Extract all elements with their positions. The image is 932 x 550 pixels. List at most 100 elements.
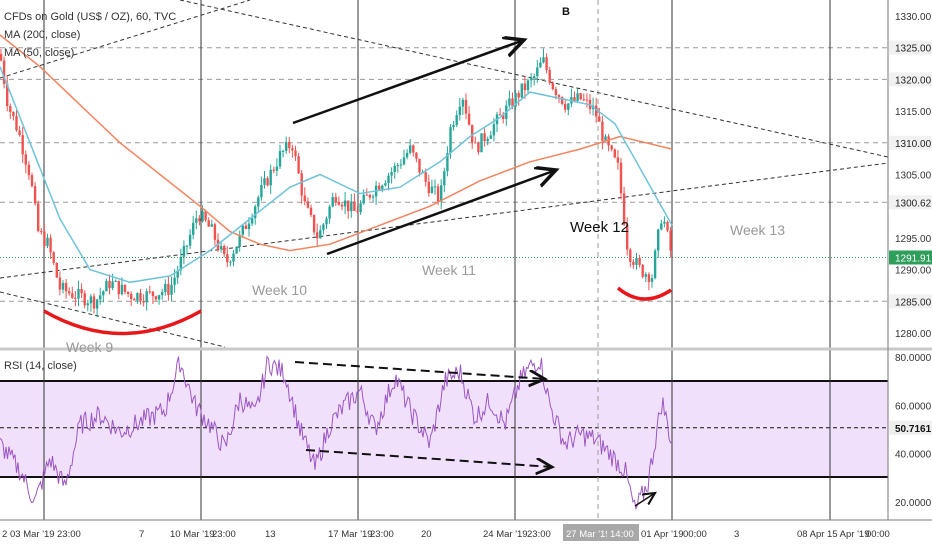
candle-body (198, 218, 201, 222)
candle-body (343, 200, 347, 207)
candle-body (151, 291, 155, 297)
candle-body (247, 223, 251, 230)
candle-body (393, 165, 396, 173)
candle-body (604, 136, 607, 141)
price-level-badge (889, 72, 932, 87)
candle-body (536, 67, 539, 77)
candle-body (371, 196, 375, 198)
candle-body (77, 288, 80, 299)
candle-body (226, 254, 229, 263)
candle-body (430, 186, 434, 194)
candle-body (567, 103, 570, 110)
candle-body (653, 250, 657, 279)
ma50-legend[interactable]: MA (50, close) (4, 47, 74, 59)
candle-body (508, 98, 511, 106)
candle-body (254, 206, 257, 219)
candle-body (399, 164, 403, 166)
rsi-band (0, 381, 888, 477)
time-label: 23:00 (57, 529, 81, 540)
candle-body (601, 121, 604, 141)
rsi-value-badge (889, 420, 932, 435)
candle-body (316, 232, 319, 239)
candle-body (347, 200, 350, 212)
price-tick-label: 1285.00 (895, 297, 932, 308)
candle-body (108, 280, 111, 289)
week10-label: Week 10 (252, 282, 307, 298)
candle-body (607, 136, 610, 146)
candle-body (517, 93, 520, 98)
candle-body (52, 252, 55, 263)
candle-body (179, 256, 182, 271)
candle-body (337, 201, 341, 205)
candle-body (58, 277, 62, 290)
candle-body (114, 280, 117, 282)
candle-body (666, 221, 669, 231)
rsi-tick-label: 20.0000 (895, 498, 932, 509)
candle-body (334, 197, 337, 202)
candle-body (427, 181, 430, 194)
candle-body (415, 152, 418, 159)
candle-body (61, 282, 65, 290)
time-label: 00:00 (683, 529, 707, 540)
candle-body (105, 280, 108, 292)
price-tick-label: 1290.00 (895, 266, 932, 277)
candle-body (142, 300, 145, 303)
price-tick-label: 1315.00 (895, 107, 932, 118)
candle-body (9, 106, 12, 112)
candle-body (381, 185, 384, 190)
candle-body (412, 145, 415, 153)
price-axis[interactable]: 1330.00 1325.00 1320.00 1315.00 1310.00 1305.… (889, 12, 932, 340)
candle-body (278, 151, 282, 167)
candle-body (95, 299, 99, 309)
candle-body (157, 295, 161, 300)
grid (0, 0, 888, 520)
time-label: 10 Mar '19 (170, 529, 215, 540)
ma200-line (0, 34, 673, 252)
candle-body (294, 150, 297, 157)
price-level-badge (889, 195, 932, 210)
rsi-axis[interactable]: 80.0000 60.0000 50.7161 40.0000 20.0000 (889, 353, 932, 509)
price-level-badge (889, 40, 932, 55)
candle-body (188, 234, 192, 246)
candle-body (440, 185, 443, 202)
candle-body (195, 218, 198, 223)
candle-body (557, 95, 561, 97)
candle-body (322, 224, 325, 231)
candle-body (83, 293, 86, 306)
time-label: 14:00 (610, 529, 634, 540)
candle-body (632, 261, 635, 265)
trend-dashed (179, 0, 889, 158)
candle-body (356, 210, 359, 213)
bottom-arc-week9 (43, 309, 202, 336)
ma200-legend[interactable]: MA (200, close) (4, 29, 80, 41)
candle-body (288, 141, 291, 149)
candle-body (257, 197, 260, 207)
candle-body (269, 169, 272, 186)
candle-body (223, 245, 226, 255)
time-label: 17 Mar '19 (328, 529, 373, 540)
candle-body (514, 93, 517, 107)
candle-body (102, 291, 105, 296)
time-label: 23:00 (212, 529, 236, 540)
candle-body (350, 201, 353, 212)
point-b-label: B (562, 6, 570, 18)
trend-dashed (0, 0, 251, 79)
candle-body (86, 303, 89, 306)
candle-body (502, 114, 505, 120)
candle-body (660, 223, 663, 230)
candle-body (619, 162, 623, 194)
candle-body (560, 96, 564, 104)
moving-averages (0, 34, 673, 284)
candle-body (554, 89, 558, 96)
candle-body (340, 204, 344, 207)
candle-body (167, 283, 170, 295)
candle-body (464, 99, 468, 114)
candle-body (232, 253, 235, 262)
price-tick-label: 1280.00 (895, 329, 932, 340)
candle-body (12, 111, 15, 117)
candle-body (595, 105, 598, 117)
rsi-legend[interactable]: RSI (14, close) (4, 360, 77, 372)
candle-body (27, 164, 31, 176)
